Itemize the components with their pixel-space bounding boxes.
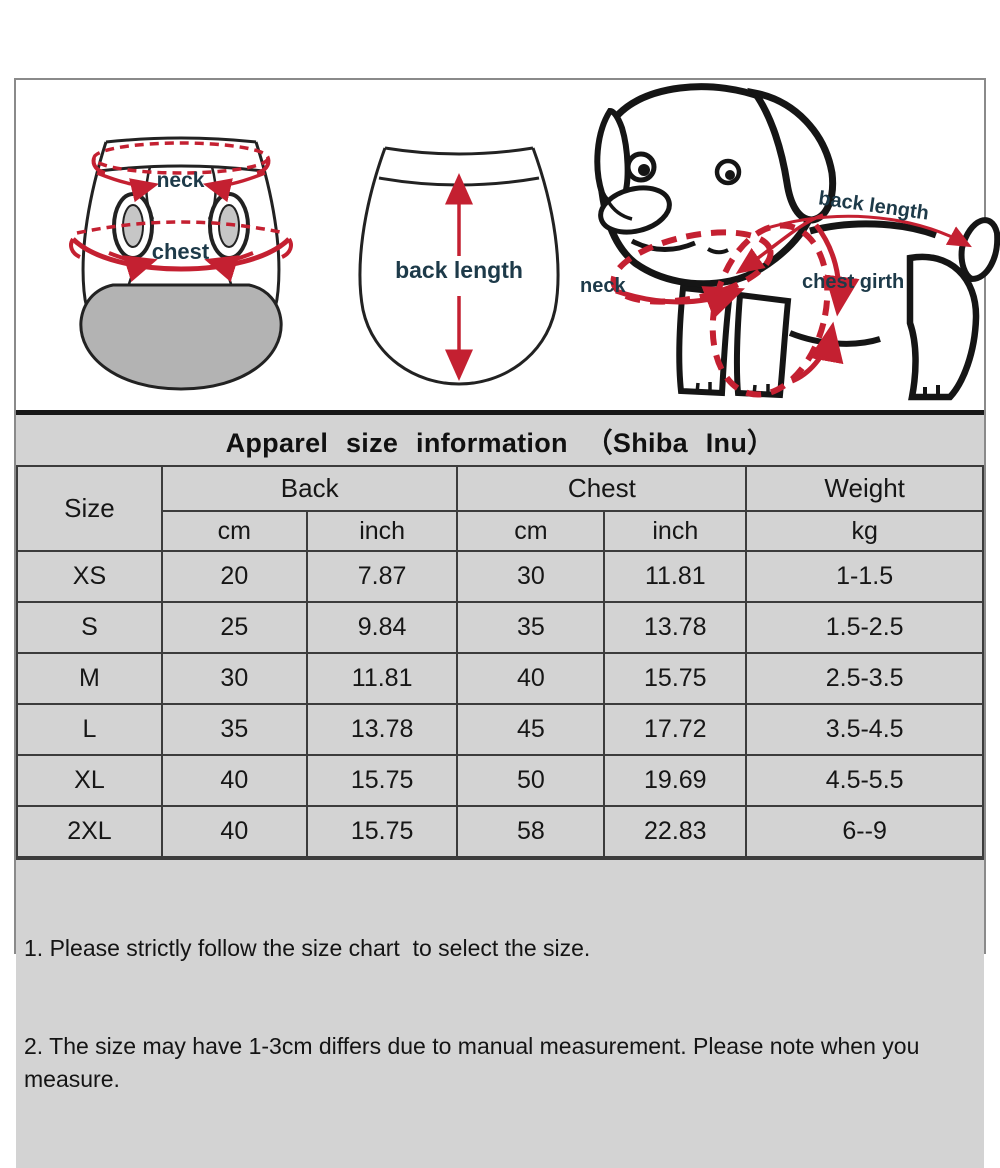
- back-length-label: back length: [391, 257, 527, 284]
- cell-back-cm: 30: [160, 652, 308, 705]
- size-chart-frame: neck chest back length: [14, 78, 1000, 1168]
- vest-neck-label: neck: [156, 169, 205, 192]
- unit-chest-inch: inch: [603, 510, 748, 552]
- vest-front-illustration: [69, 136, 293, 391]
- cell-chest-cm: 30: [456, 550, 606, 603]
- cell-back-inch: 15.75: [305, 754, 459, 807]
- vest-chest-label: chest: [151, 239, 210, 264]
- cell-size: XL: [16, 754, 163, 807]
- table-row-2xl: 2XL 40 15.75 58 22.83 6--9: [16, 805, 984, 858]
- dog-chest-girth-label: chest girth: [802, 271, 905, 293]
- cell-weight: 4.5-5.5: [745, 754, 984, 807]
- cell-size: M: [16, 652, 163, 705]
- notes-section: 1. Please strictly follow the size chart…: [16, 858, 984, 1168]
- header-row-units: cm inch cm inch kg: [17, 510, 984, 552]
- table-row-m: M 30 11.81 40 15.75 2.5-3.5: [16, 652, 984, 705]
- dog-diagram: neck back length chest girth: [580, 83, 1000, 409]
- cell-weight: 3.5-4.5: [745, 703, 984, 756]
- table-row-s: S 25 9.84 35 13.78 1.5-2.5: [16, 601, 984, 654]
- page-title: Apparel size information （Shiba Inu）: [225, 427, 775, 458]
- cell-weight: 2.5-3.5: [745, 652, 984, 705]
- note-2: 2. The size may have 1-3cm differs due t…: [24, 1033, 926, 1093]
- col-header-back: Back: [160, 465, 459, 512]
- cell-chest-cm: 35: [456, 601, 606, 654]
- dog-neck-label: neck: [580, 275, 626, 297]
- cell-back-inch: 13.78: [305, 703, 459, 756]
- cell-back-cm: 35: [160, 703, 308, 756]
- unit-chest-cm: cm: [456, 510, 606, 552]
- cell-chest-inch: 17.72: [603, 703, 748, 756]
- table-row-xs: XS 20 7.87 30 11.81 1-1.5: [16, 550, 984, 603]
- cell-chest-inch: 15.75: [603, 652, 748, 705]
- col-header-size: Size: [16, 465, 163, 552]
- note-1: 1. Please strictly follow the size chart…: [24, 934, 591, 961]
- cell-chest-cm: 45: [456, 703, 606, 756]
- cell-chest-inch: 22.83: [603, 805, 748, 858]
- cell-weight: 6--9: [745, 805, 984, 858]
- measurement-diagrams: neck chest back length: [16, 80, 1000, 410]
- cell-weight: 1.5-2.5: [745, 601, 984, 654]
- cell-size: 2XL: [16, 805, 163, 858]
- cell-size: L: [16, 703, 163, 756]
- cell-size: S: [16, 601, 163, 654]
- size-table: Size Back Chest Weight cm inch cm inch k…: [16, 465, 984, 858]
- cell-back-inch: 11.81: [305, 652, 459, 705]
- unit-back-inch: inch: [305, 510, 459, 552]
- cell-chest-cm: 58: [456, 805, 606, 858]
- vest-front-diagram: neck chest: [53, 133, 308, 405]
- cell-back-inch: 9.84: [305, 601, 459, 654]
- col-header-weight: Weight: [745, 465, 984, 512]
- unit-weight-kg: kg: [745, 510, 984, 552]
- title-bar: Apparel size information （Shiba Inu）: [16, 410, 984, 465]
- vest-back-diagram: back length: [333, 138, 585, 396]
- cell-back-cm: 40: [160, 805, 308, 858]
- cell-chest-cm: 50: [456, 754, 606, 807]
- col-header-chest: Chest: [456, 465, 748, 512]
- cell-size: XS: [16, 550, 163, 603]
- vest-back-illustration: [358, 146, 560, 386]
- cell-chest-cm: 40: [456, 652, 606, 705]
- unit-back-cm: cm: [160, 510, 308, 552]
- cell-back-inch: 15.75: [305, 805, 459, 858]
- table-row-xl: XL 40 15.75 50 19.69 4.5-5.5: [16, 754, 984, 807]
- cell-chest-inch: 13.78: [603, 601, 748, 654]
- cell-back-inch: 7.87: [305, 550, 459, 603]
- cell-weight: 1-1.5: [745, 550, 984, 603]
- cell-back-cm: 25: [160, 601, 308, 654]
- header-row-groups: Size Back Chest Weight: [16, 465, 984, 552]
- cell-back-cm: 40: [160, 754, 308, 807]
- table-row-l: L 35 13.78 45 17.72 3.5-4.5: [16, 703, 984, 756]
- cell-back-cm: 20: [160, 550, 308, 603]
- cell-chest-inch: 19.69: [603, 754, 748, 807]
- cell-chest-inch: 11.81: [603, 550, 748, 603]
- dog-illustration: [594, 83, 1000, 401]
